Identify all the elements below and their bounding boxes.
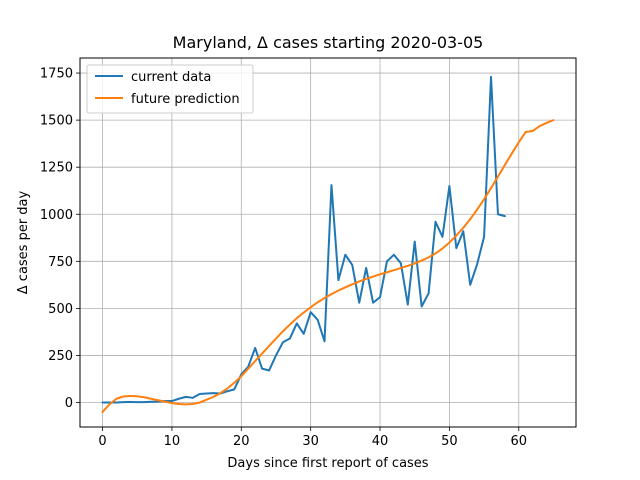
y-tick-label: 1500 [40, 114, 73, 129]
y-tick-label: 250 [48, 349, 73, 364]
legend: current data future prediction [86, 64, 254, 114]
series-layer [101, 75, 555, 413]
y-tick-label: 1250 [40, 161, 73, 176]
legend-box [86, 64, 254, 114]
x-tick-label: 10 [164, 434, 181, 449]
x-tick-label: 60 [510, 434, 527, 449]
y-tick-label: 0 [65, 396, 73, 411]
series-line-future-prediction [101, 119, 555, 413]
y-tick-label: 750 [48, 255, 73, 270]
plot-frame [79, 57, 577, 428]
y-tick-label: 1000 [40, 208, 73, 223]
chart-title: Maryland, Δ cases starting 2020-03-05 [173, 33, 484, 52]
x-axis-title: Days since first report of cases [227, 456, 428, 471]
x-tick-label: 20 [233, 434, 250, 449]
ticks: 0 10 20 30 40 50 60 0 250 500 750 1000 1250 1500 1750 [40, 67, 527, 449]
x-tick-label: 40 [372, 434, 389, 449]
x-tick-label: 0 [98, 434, 106, 449]
y-axis-title: Δ cases per day [16, 190, 31, 294]
series-line-current-data [101, 75, 506, 404]
y-tick-label: 1750 [40, 67, 73, 82]
legend-label-future-prediction: future prediction [131, 92, 240, 107]
legend-label-current-data: current data [131, 70, 211, 85]
x-tick-label: 30 [302, 434, 319, 449]
x-tick-label: 50 [441, 434, 458, 449]
y-tick-label: 500 [48, 302, 73, 317]
